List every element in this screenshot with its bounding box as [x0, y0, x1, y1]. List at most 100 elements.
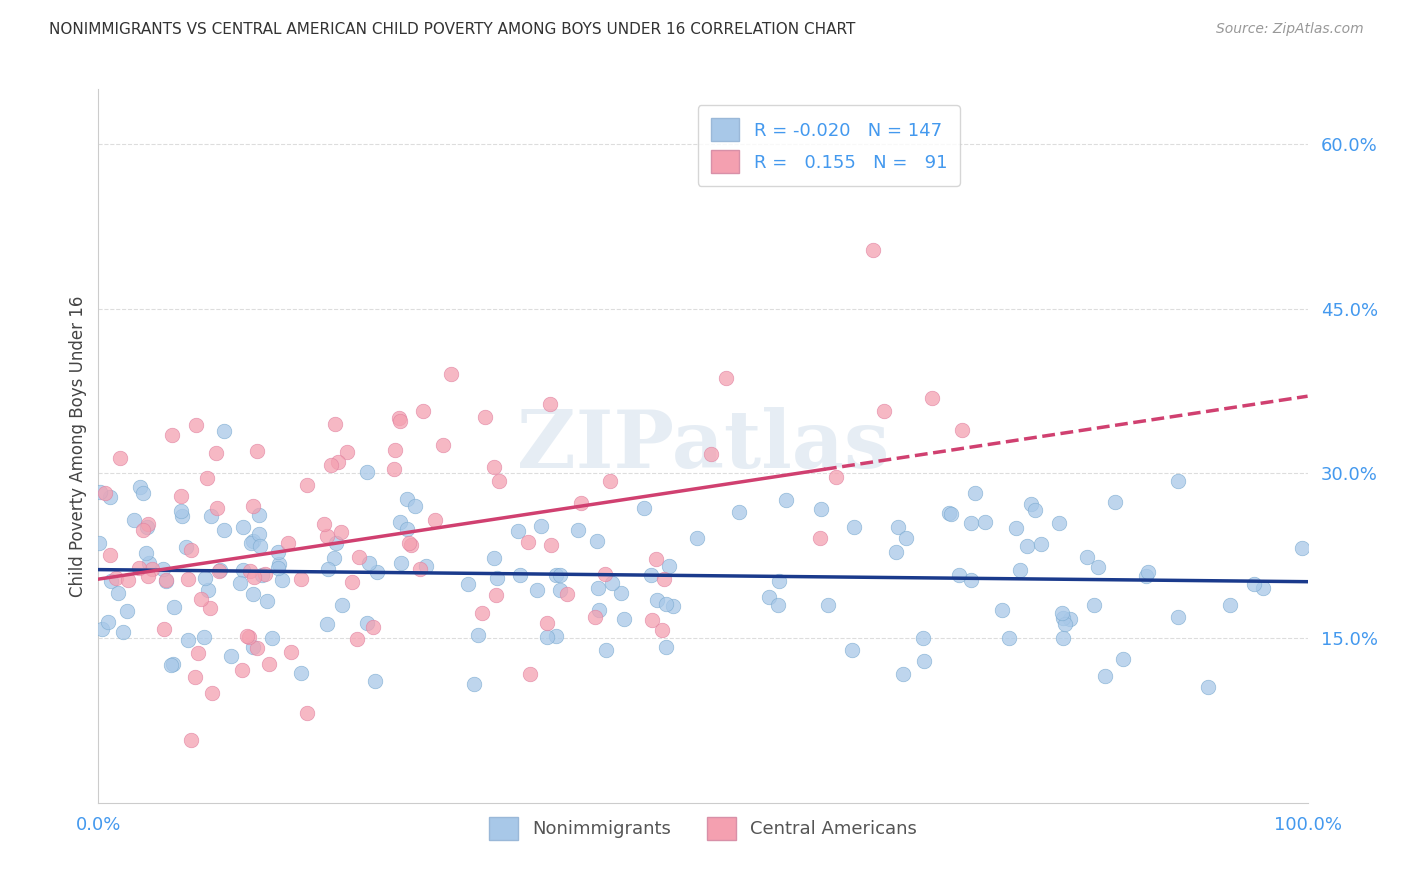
Point [104, 571, 127, 585]
Point [485, 571, 508, 585]
Point [267, 545, 290, 559]
Point [1047, 516, 1070, 531]
Point [98, 491, 121, 505]
Point [457, 576, 479, 591]
Point [356, 466, 378, 480]
Point [586, 581, 609, 595]
Point [645, 552, 668, 566]
Point [1167, 474, 1189, 488]
Point [312, 516, 335, 531]
Point [316, 617, 339, 632]
Point [1054, 617, 1077, 632]
Point [842, 520, 865, 534]
Point [508, 524, 530, 538]
Point [662, 599, 685, 613]
Point [959, 574, 981, 588]
Point [160, 428, 183, 442]
Point [1024, 502, 1046, 516]
Point [323, 551, 346, 566]
Point [177, 632, 200, 647]
Point [388, 411, 411, 425]
Point [1111, 651, 1133, 665]
Point [651, 623, 673, 637]
Point [714, 371, 737, 385]
Point [238, 630, 260, 644]
Point [758, 590, 780, 604]
Point [600, 576, 623, 591]
Point [593, 567, 616, 582]
Point [236, 629, 259, 643]
Point [297, 478, 319, 492]
Point [132, 486, 155, 500]
Point [1052, 632, 1074, 646]
Point [247, 508, 270, 522]
Point [654, 597, 676, 611]
Point [965, 486, 987, 500]
Point [440, 368, 463, 382]
Point [128, 561, 150, 575]
Point [138, 569, 160, 583]
Point [938, 506, 960, 520]
Point [396, 491, 419, 506]
Point [998, 631, 1021, 645]
Point [184, 417, 207, 432]
Point [1291, 541, 1313, 556]
Point [538, 397, 561, 411]
Point [471, 606, 494, 620]
Point [398, 536, 420, 550]
Point [160, 657, 183, 672]
Point [170, 489, 193, 503]
Point [357, 556, 380, 570]
Point [260, 631, 283, 645]
Point [232, 519, 254, 533]
Point [1197, 681, 1219, 695]
Y-axis label: Child Poverty Among Boys Under 16: Child Poverty Among Boys Under 16 [69, 295, 87, 597]
Point [212, 424, 235, 438]
Point [363, 620, 385, 634]
Point [162, 600, 184, 615]
Point [382, 462, 405, 476]
Point [1083, 599, 1105, 613]
Point [172, 508, 194, 523]
Point [193, 571, 215, 585]
Point [825, 469, 848, 483]
Point [526, 582, 548, 597]
Point [610, 586, 633, 600]
Point [894, 531, 917, 545]
Point [425, 513, 447, 527]
Point [195, 471, 218, 485]
Point [1031, 537, 1053, 551]
Point [325, 535, 347, 549]
Point [330, 598, 353, 612]
Point [991, 603, 1014, 617]
Point [257, 657, 280, 672]
Point [948, 568, 970, 582]
Point [246, 640, 269, 655]
Point [277, 535, 299, 549]
Point [231, 563, 253, 577]
Point [517, 535, 540, 549]
Point [569, 496, 592, 510]
Legend: Nonimmigrants, Central Americans: Nonimmigrants, Central Americans [481, 810, 925, 847]
Point [316, 562, 339, 576]
Point [250, 568, 273, 582]
Point [209, 563, 232, 577]
Point [887, 520, 910, 534]
Point [155, 573, 177, 587]
Point [340, 575, 363, 590]
Point [728, 505, 751, 519]
Point [117, 573, 139, 587]
Text: ZIPatlas: ZIPatlas [517, 407, 889, 485]
Point [1052, 606, 1074, 620]
Point [700, 447, 723, 461]
Point [254, 566, 277, 581]
Point [124, 513, 146, 527]
Point [959, 516, 981, 530]
Point [200, 600, 222, 615]
Point [482, 550, 505, 565]
Point [256, 594, 278, 608]
Point [269, 557, 291, 571]
Point [921, 391, 943, 405]
Point [326, 455, 349, 469]
Point [775, 492, 797, 507]
